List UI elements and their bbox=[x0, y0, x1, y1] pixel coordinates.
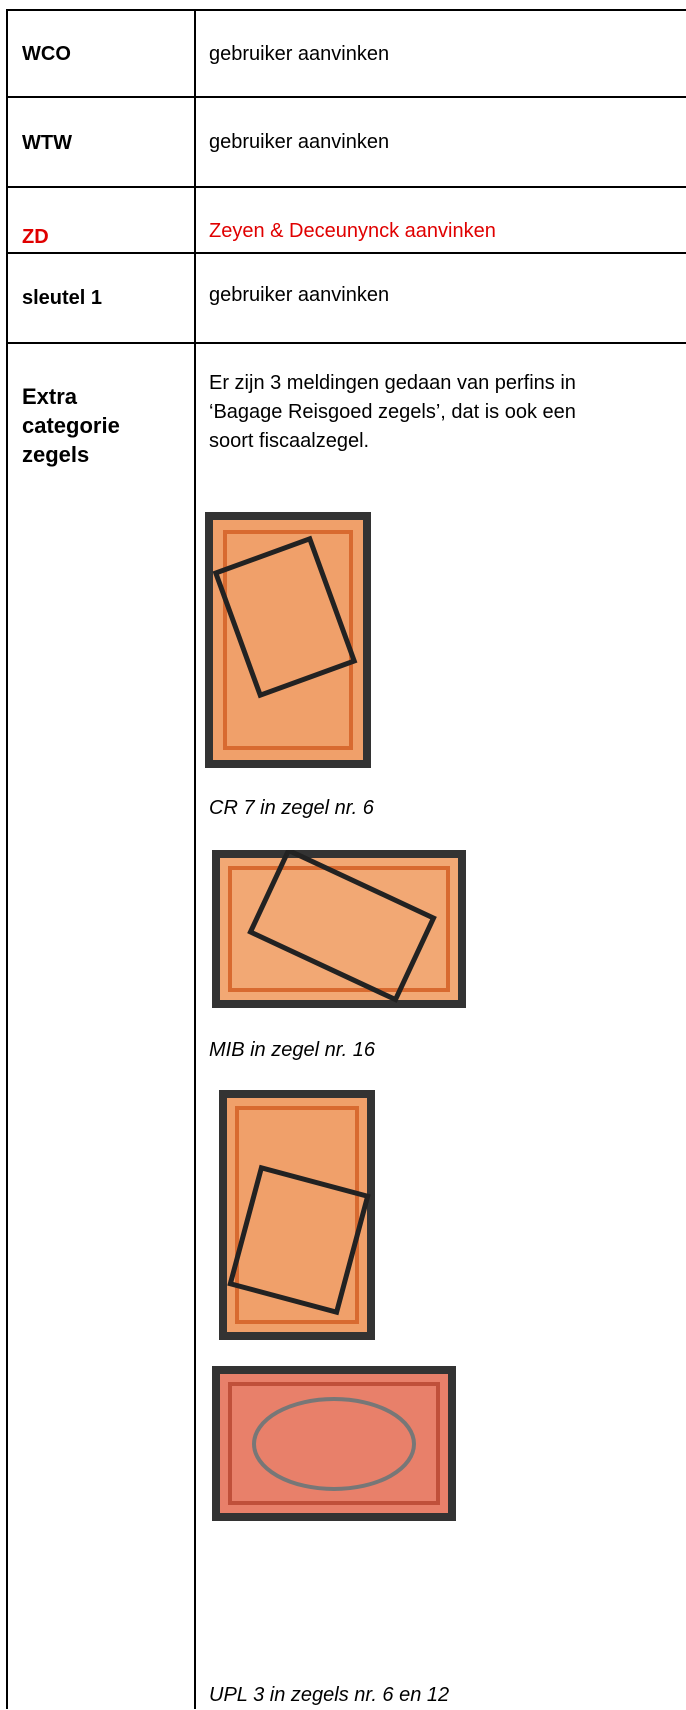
row-label: Extra categorie zegels bbox=[22, 384, 120, 467]
caption: MIB in zegel nr. 16 bbox=[209, 1039, 376, 1061]
stamp-image bbox=[219, 1090, 375, 1340]
table-border bbox=[6, 9, 8, 1709]
row-text: gebruiker aanvinken bbox=[209, 43, 390, 65]
row-label: WTW bbox=[22, 132, 72, 154]
table-border bbox=[6, 9, 686, 11]
row-text: Zeyen & Deceunynck aanvinken bbox=[209, 220, 496, 242]
row-text: Er zijn 3 meldingen gedaan van perfins i… bbox=[209, 372, 576, 452]
row-divider bbox=[6, 186, 686, 188]
stamp-image bbox=[212, 850, 466, 1008]
caption: UPL 3 in zegels nr. 6 en 12 bbox=[209, 1684, 450, 1706]
row-divider bbox=[6, 252, 686, 254]
stamp-image bbox=[212, 1366, 456, 1521]
row-label: ZD bbox=[22, 226, 49, 248]
caption: CR 7 in zegel nr. 6 bbox=[209, 797, 374, 819]
row-label: WCO bbox=[22, 43, 71, 65]
row-label: sleutel 1 bbox=[22, 287, 103, 309]
stamp-image bbox=[205, 512, 371, 768]
row-divider bbox=[6, 96, 686, 98]
row-text: gebruiker aanvinken bbox=[209, 131, 390, 153]
column-divider bbox=[194, 9, 196, 1709]
row-divider bbox=[6, 342, 686, 344]
row-text: gebruiker aanvinken bbox=[209, 284, 390, 306]
